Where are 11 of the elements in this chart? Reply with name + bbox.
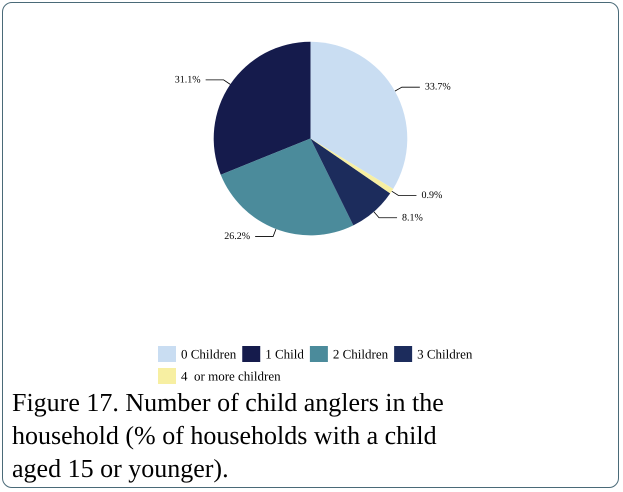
data-label: 0.9% <box>421 190 442 202</box>
data-label: 8.1% <box>402 212 423 224</box>
legend-label: 4 or more children <box>181 368 282 384</box>
legend-label: 1 Child <box>265 346 304 362</box>
data-label: 26.2% <box>224 230 250 242</box>
legend-label: 0 Children <box>181 346 237 362</box>
legend-label: 3 Children <box>417 346 473 362</box>
data-label: 31.1% <box>174 74 201 86</box>
text: Figure 17. Number of child anglers in the household (% of households with a child aged 15 or younger). <box>12 388 450 483</box>
data-label: 33.7% <box>424 82 451 93</box>
legend-label: 2 Children <box>332 346 389 362</box>
